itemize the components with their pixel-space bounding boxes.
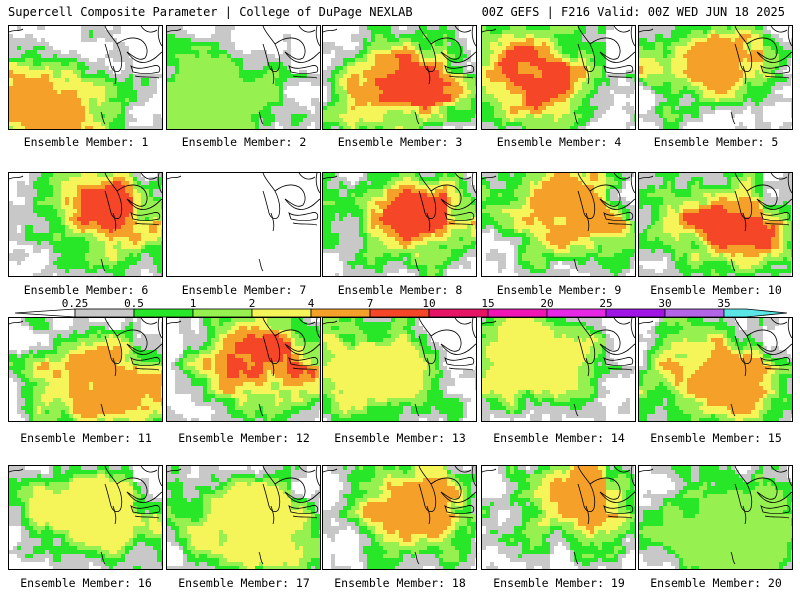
ensemble-member-label: Ensemble Member: 9 bbox=[496, 283, 622, 297]
color-scale-label: 30 bbox=[658, 297, 672, 310]
ensemble-member-map[interactable] bbox=[638, 465, 793, 570]
ensemble-member-label: Ensemble Member: 7 bbox=[181, 283, 307, 297]
ensemble-member-label: Ensemble Member: 1 bbox=[23, 135, 149, 149]
ensemble-member-map[interactable] bbox=[322, 465, 477, 570]
color-scale-label: 20 bbox=[540, 297, 554, 310]
color-scale-label: 1 bbox=[189, 297, 197, 310]
color-scale-label: 0.5 bbox=[124, 297, 144, 310]
ensemble-member-label: Ensemble Member: 16 bbox=[20, 576, 152, 590]
color-scale-label: 4 bbox=[307, 297, 315, 310]
color-scale-bin bbox=[251, 308, 312, 318]
ensemble-member-map[interactable] bbox=[638, 172, 793, 277]
ensemble-member-label: Ensemble Member: 8 bbox=[337, 283, 463, 297]
ensemble-member-map[interactable] bbox=[481, 465, 636, 570]
map-title: Supercell Composite Parameter | College … bbox=[8, 5, 413, 19]
ensemble-member-map[interactable] bbox=[166, 172, 321, 277]
ensemble-member-label: Ensemble Member: 13 bbox=[334, 431, 466, 445]
ensemble-member-label: Ensemble Member: 15 bbox=[650, 431, 782, 445]
color-scale-label: 7 bbox=[366, 297, 374, 310]
color-scale-label: 25 bbox=[599, 297, 613, 310]
color-scale-bin bbox=[133, 308, 194, 318]
model-run-info: 00Z GEFS | F216 Valid: 00Z WED JUN 18 20… bbox=[481, 5, 785, 19]
color-scale-bin bbox=[192, 308, 253, 318]
color-scale-bar bbox=[14, 308, 788, 318]
color-scale-bin bbox=[723, 308, 788, 318]
ensemble-member-map[interactable] bbox=[8, 172, 163, 277]
ensemble-member-map[interactable] bbox=[638, 25, 793, 130]
color-scale-bin bbox=[605, 308, 666, 318]
ensemble-member-label: Ensemble Member: 18 bbox=[334, 576, 466, 590]
ensemble-member-label: Ensemble Member: 5 bbox=[653, 135, 779, 149]
ensemble-member-map[interactable] bbox=[8, 25, 163, 130]
ensemble-member-label: Ensemble Member: 10 bbox=[650, 283, 782, 297]
ensemble-member-map[interactable] bbox=[638, 317, 793, 422]
ensemble-member-label: Ensemble Member: 12 bbox=[178, 431, 310, 445]
color-scale-bin bbox=[74, 308, 135, 318]
ensemble-member-map[interactable] bbox=[166, 465, 321, 570]
color-scale-bin bbox=[369, 308, 430, 318]
color-scale-label: 0.25 bbox=[61, 297, 89, 310]
ensemble-member-map[interactable] bbox=[481, 172, 636, 277]
color-scale-bin bbox=[664, 308, 725, 318]
ensemble-member-label: Ensemble Member: 11 bbox=[20, 431, 152, 445]
ensemble-member-map[interactable] bbox=[322, 172, 477, 277]
ensemble-member-map[interactable] bbox=[166, 25, 321, 130]
color-scale-bin bbox=[487, 308, 548, 318]
color-scale-label: 35 bbox=[717, 297, 731, 310]
color-scale-label: 10 bbox=[422, 297, 436, 310]
ensemble-member-map[interactable] bbox=[481, 25, 636, 130]
ensemble-member-map[interactable] bbox=[481, 317, 636, 422]
color-scale-bin bbox=[546, 308, 607, 318]
ensemble-member-label: Ensemble Member: 19 bbox=[493, 576, 625, 590]
ensemble-member-label: Ensemble Member: 20 bbox=[650, 576, 782, 590]
ensemble-member-label: Ensemble Member: 17 bbox=[178, 576, 310, 590]
ensemble-member-map[interactable] bbox=[166, 317, 321, 422]
ensemble-member-map[interactable] bbox=[8, 465, 163, 570]
ensemble-member-map[interactable] bbox=[322, 317, 477, 422]
color-scale-label: 2 bbox=[248, 297, 256, 310]
color-scale-label: 15 bbox=[481, 297, 495, 310]
ensemble-member-label: Ensemble Member: 4 bbox=[496, 135, 622, 149]
color-scale-bin bbox=[428, 308, 489, 318]
ensemble-member-label: Ensemble Member: 6 bbox=[23, 283, 149, 297]
ensemble-member-map[interactable] bbox=[8, 317, 163, 422]
ensemble-member-label: Ensemble Member: 3 bbox=[337, 135, 463, 149]
ensemble-member-label: Ensemble Member: 2 bbox=[181, 135, 307, 149]
ensemble-member-label: Ensemble Member: 14 bbox=[493, 431, 625, 445]
ensemble-member-map[interactable] bbox=[322, 25, 477, 130]
color-scale-bin bbox=[310, 308, 371, 318]
